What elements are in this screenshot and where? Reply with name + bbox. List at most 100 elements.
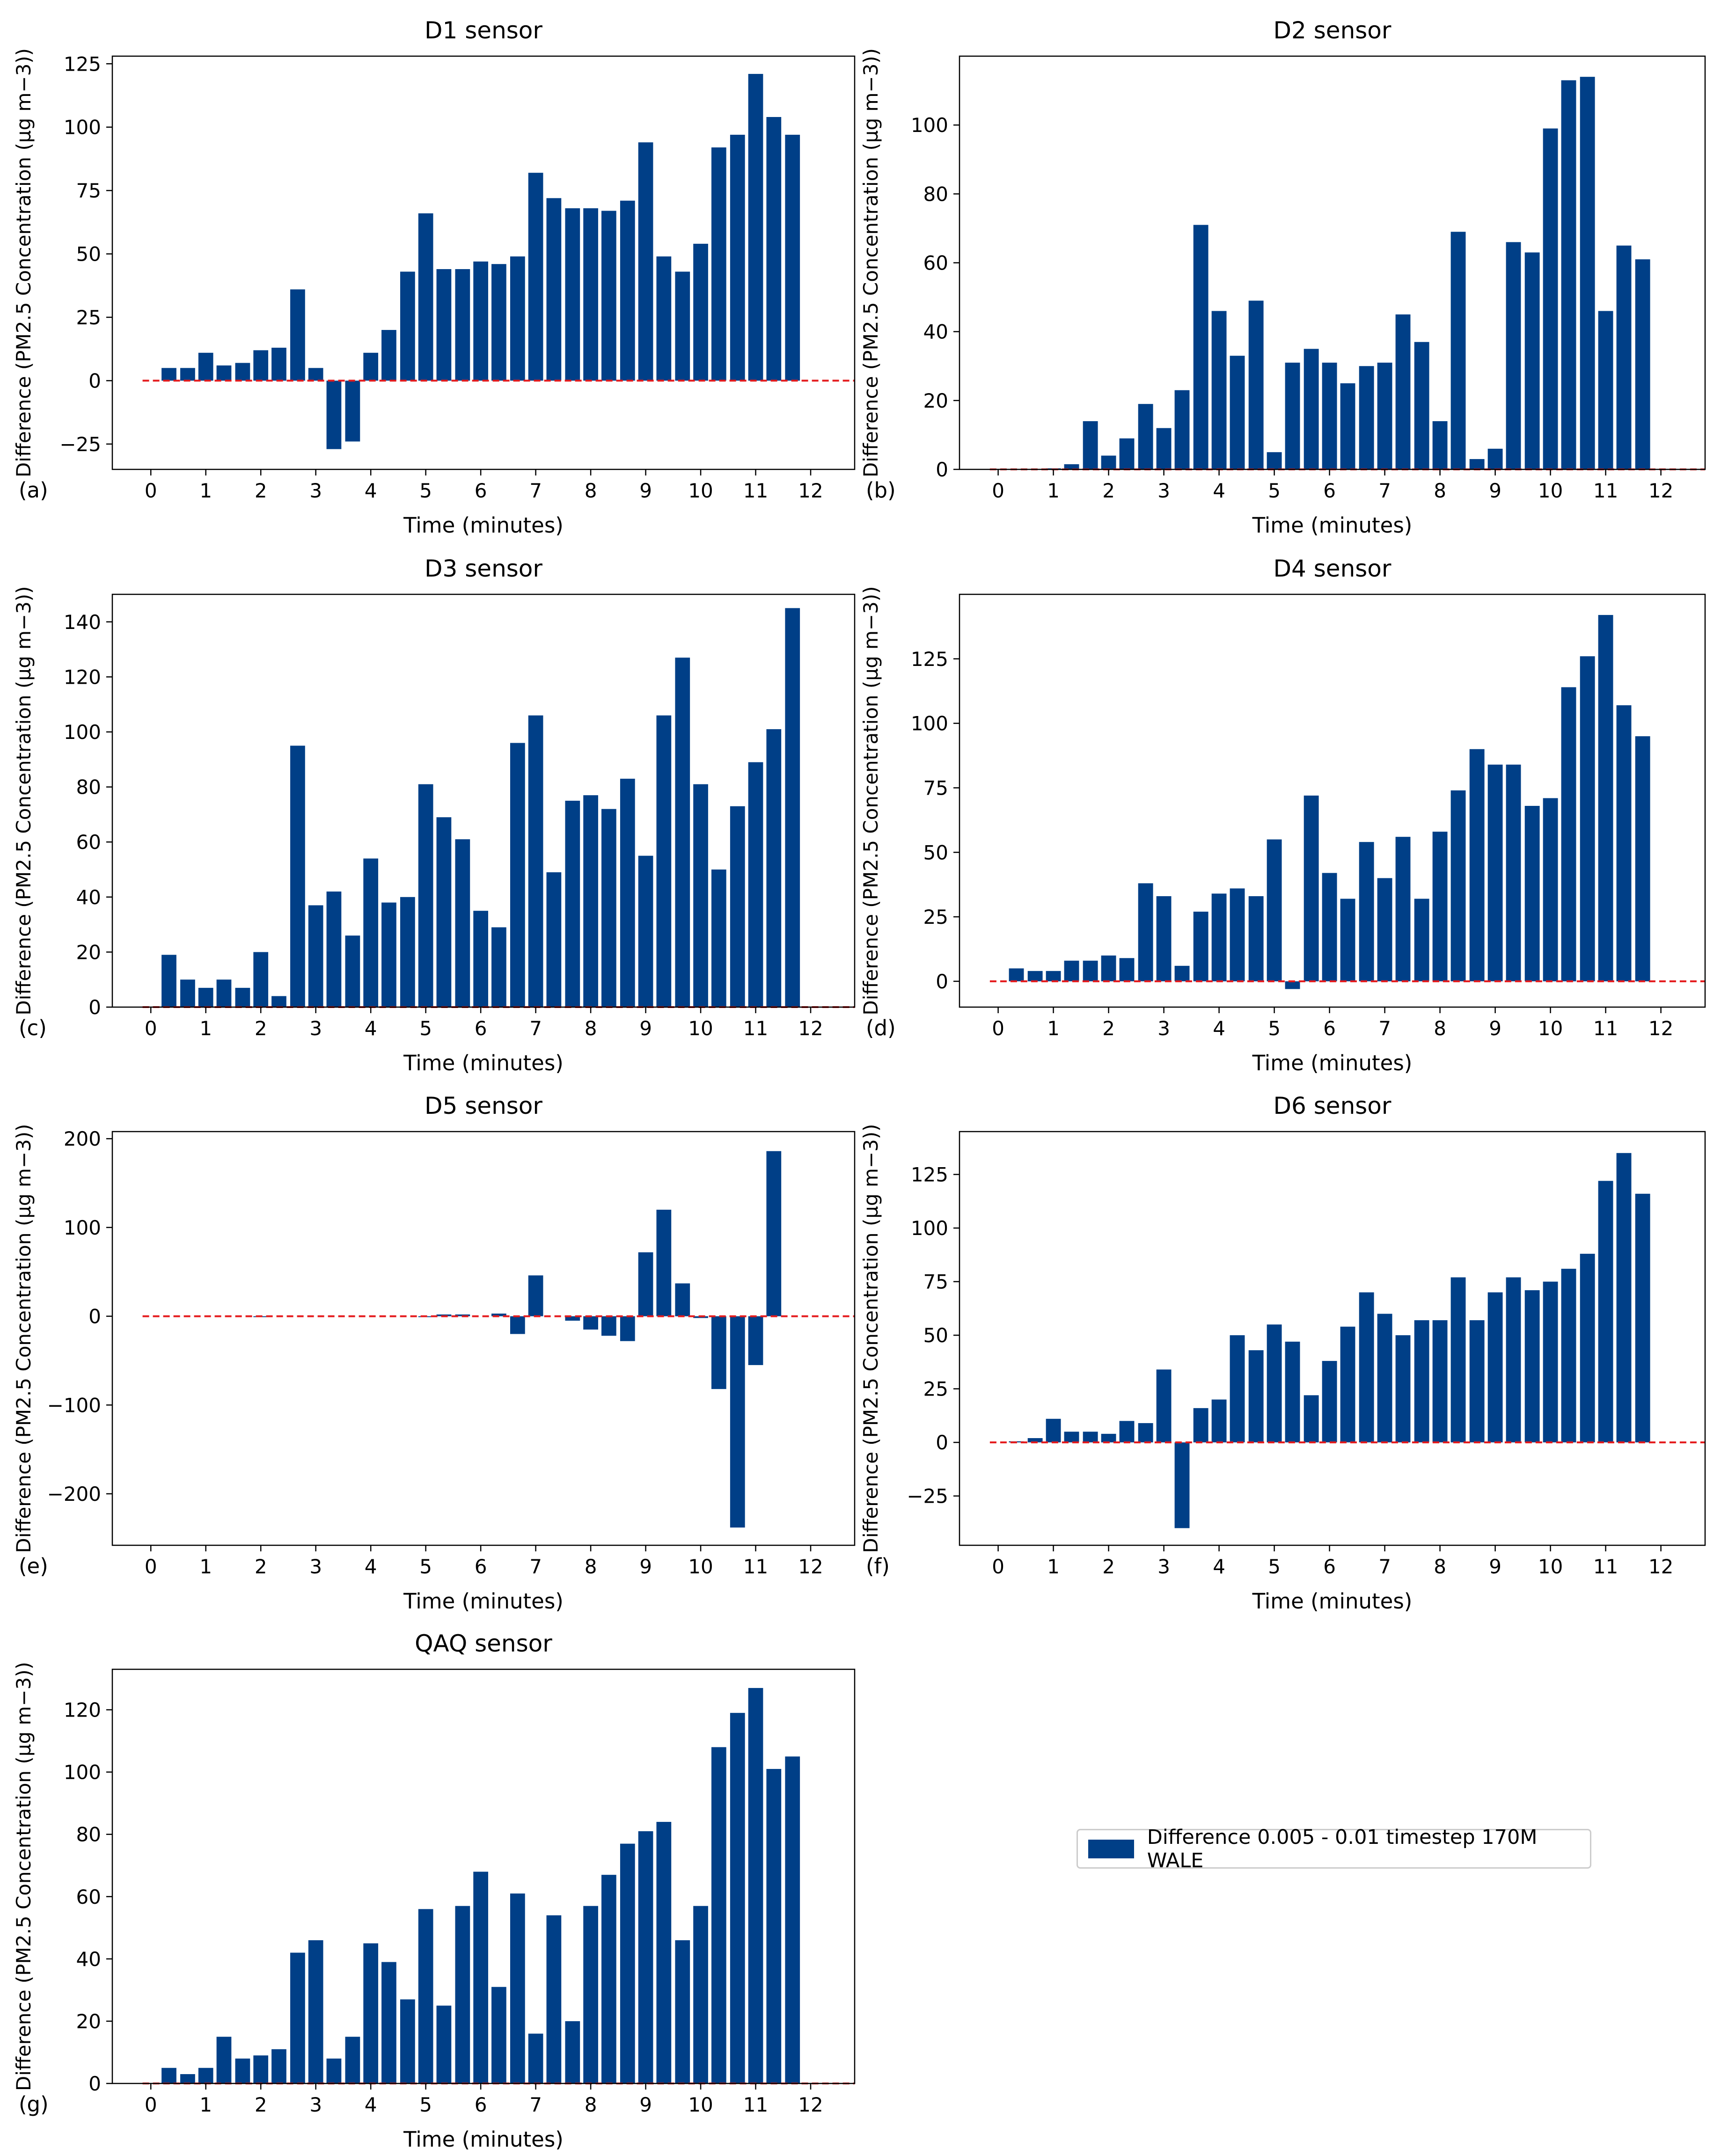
panel-1-xtick-label: 3 (309, 479, 322, 502)
panel-6-bar (1359, 1292, 1374, 1443)
panel-6-bar (1083, 1432, 1098, 1443)
panel-6-bar (1561, 1269, 1576, 1443)
panel-6-bar (1616, 1153, 1632, 1443)
panel-1-xtick-label: 4 (365, 479, 377, 502)
panel-4-xtick-label: 0 (992, 1017, 1004, 1040)
panel-1-axes-frame (111, 55, 856, 470)
panel-3-xtick-label: 0 (145, 1017, 157, 1040)
panel-2-ytick-label: 0 (936, 458, 948, 481)
panel-6-bar (1635, 1193, 1650, 1443)
panel-2-bar (1561, 80, 1576, 470)
panel-6-bar (1487, 1292, 1503, 1443)
panel-1-bar (730, 134, 745, 381)
panel-4-xtick-label: 8 (1434, 1017, 1446, 1040)
panel-6-bar (1377, 1314, 1392, 1443)
panel-2-bar (1524, 252, 1540, 469)
panel-4-xtick-label: 11 (1593, 1017, 1618, 1040)
panel-1-bar (675, 271, 690, 381)
panel-5-xtick-label: 2 (255, 1555, 267, 1578)
panel-1-ytick-label: −25 (59, 433, 101, 456)
panel-1-bar (766, 117, 782, 381)
panel-7-ytick-label: 20 (76, 2010, 101, 2033)
panel-3-bar (436, 817, 452, 1007)
panel-4-xtick-label: 7 (1378, 1017, 1391, 1040)
panel-6-ytick-label: 125 (911, 1163, 948, 1186)
panel-1-xtick-label: 8 (585, 479, 597, 502)
panel-3-ytick-label: 20 (76, 941, 101, 964)
panel-1-bar (711, 147, 726, 381)
panel-4-bar (1524, 806, 1540, 981)
panel-2-xtick-label: 11 (1593, 479, 1618, 502)
panel-7-xtick-label: 10 (688, 2093, 713, 2116)
panel-5-xtick-label: 0 (145, 1555, 157, 1578)
panel-1-bar (308, 368, 323, 381)
panel-7-ytick-label: 100 (64, 1761, 101, 1784)
panel-3-xtick-label: 5 (419, 1017, 432, 1040)
panel-7-bar (565, 2021, 580, 2083)
panel-3-bar (345, 935, 360, 1007)
panel-2-xtick-label: 3 (1157, 479, 1170, 502)
panel-4-bar (1322, 873, 1337, 981)
panel-3-bar (748, 762, 763, 1007)
panel-6-ylabel: Difference (PM2.5 Concentration (μg m−3)… (859, 1124, 882, 1553)
panel-7-bar (400, 1999, 415, 2083)
panel-7-xtick-label: 8 (585, 2093, 597, 2116)
panel-6-bar (1322, 1361, 1337, 1443)
panel-5-xtick-label: 9 (639, 1555, 652, 1578)
panel-5-bar (711, 1316, 726, 1389)
panel-6-bar (1193, 1408, 1208, 1443)
panel-6-bar (1598, 1181, 1613, 1443)
panel-4-xtick-label: 4 (1213, 1017, 1225, 1040)
panel-3-bar (473, 911, 488, 1007)
panel-7-bar (675, 1940, 690, 2083)
panel-7-bar (235, 2058, 250, 2083)
panel-7-bar (326, 2058, 342, 2083)
panel-3-bar (785, 608, 800, 1007)
panel-1-xtick-label: 5 (419, 479, 432, 502)
panel-5-ytick-label: 0 (88, 1305, 101, 1328)
panel-4-bar (1580, 656, 1595, 981)
panel-1-bar (326, 380, 342, 449)
panel-6-bar (1138, 1423, 1153, 1443)
panel-2-ytick-label: 20 (923, 389, 948, 412)
panel-3-bar (565, 801, 580, 1007)
panel-5-bar (638, 1252, 653, 1316)
panel-7-bar (161, 2068, 176, 2083)
panel-4-bar (1156, 896, 1172, 981)
panel-5-bar (675, 1283, 690, 1316)
panel-5-bar (656, 1209, 672, 1316)
panel-6-xtick-label: 9 (1489, 1555, 1501, 1578)
panel-3-bar (620, 778, 635, 1007)
panel-1-bar (161, 368, 176, 381)
panel-6-xtick-label: 6 (1323, 1555, 1336, 1578)
panel-1-ytick-label: 25 (76, 306, 101, 329)
panel-4-bar (1635, 736, 1650, 981)
panel-2-xtick-label: 2 (1102, 479, 1115, 502)
panel-3-xtick-label: 3 (309, 1017, 322, 1040)
panel-2-bar (1304, 349, 1319, 469)
panel-2-title: D2 sensor (1274, 17, 1391, 44)
panel-1-bar (748, 73, 763, 381)
panel-3-xtick-label: 11 (743, 1017, 768, 1040)
panel-7-xtick-label: 11 (743, 2093, 768, 2116)
panel-3-bar (583, 795, 598, 1007)
panel-6-xtick-label: 3 (1157, 1555, 1170, 1578)
panel-3-bar (253, 952, 269, 1007)
panel-4-ytick-label: 0 (936, 970, 948, 993)
panel-1-bar (785, 134, 800, 381)
panel-2-ytick-label: 60 (923, 252, 948, 275)
panel-5-title: D5 sensor (425, 1092, 542, 1119)
panel-7-panel-label: (g) (19, 2092, 49, 2117)
legend-label: Difference 0.005 - 0.01 timestep 170M WA… (1147, 1825, 1538, 1872)
panel-2-xtick-label: 9 (1489, 479, 1501, 502)
panel-4-ytick-label: 25 (923, 906, 948, 928)
panel-3-xtick-label: 2 (255, 1017, 267, 1040)
panel-2-bar (1322, 362, 1337, 469)
panel-2-xtick-label: 5 (1268, 479, 1281, 502)
panel-3-xtick-label: 8 (585, 1017, 597, 1040)
panel-1-ytick-label: 125 (64, 52, 101, 75)
panel-1-ytick-label: 100 (64, 116, 101, 139)
panel-4-bar (1083, 960, 1098, 981)
panel-3-ytick-label: 140 (64, 611, 101, 634)
